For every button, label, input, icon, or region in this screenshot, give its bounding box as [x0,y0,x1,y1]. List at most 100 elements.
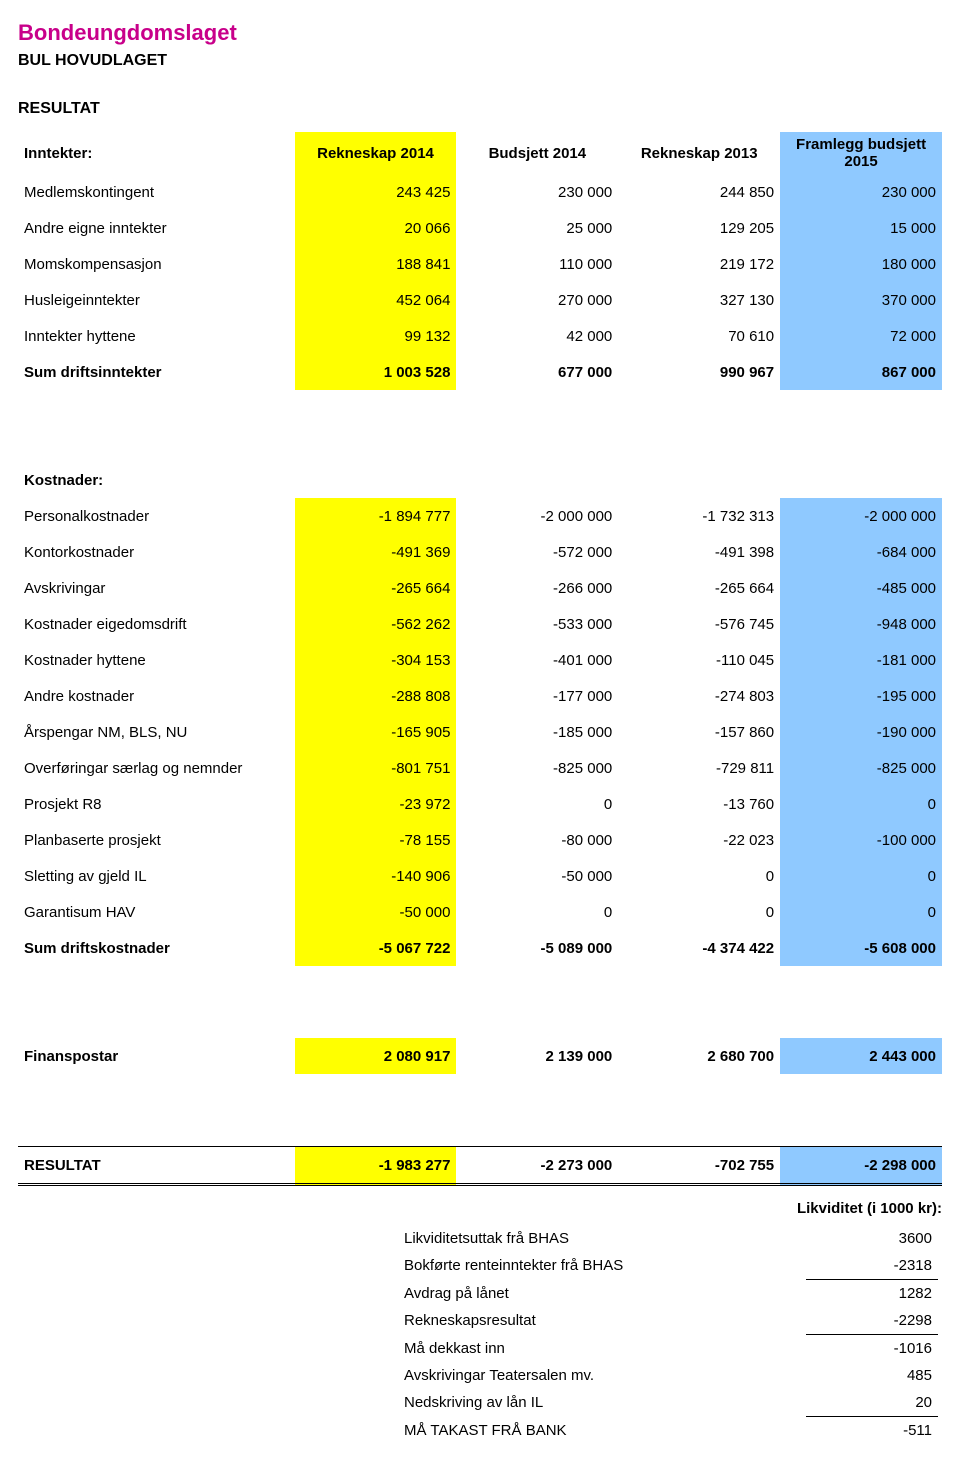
row-value: -1 732 313 [618,498,780,534]
likviditet-row-value: 485 [806,1362,938,1389]
row-value: -801 751 [295,750,457,786]
likviditet-row-value: -1016 [806,1335,938,1363]
kostnader-heading: Kostnader: [18,462,942,498]
row-value: -274 803 [618,678,780,714]
row-value: -165 905 [295,714,457,750]
resultat-label: RESULTAT [18,1147,295,1185]
row-value: -485 000 [780,570,942,606]
row-value: -288 808 [295,678,457,714]
likviditet-row-label: Likviditetsuttak frå BHAS [398,1225,806,1252]
likviditet-row-value: 20 [806,1389,938,1417]
row-value: -5 608 000 [780,930,942,966]
likviditet-row-label: MÅ TAKAST FRÅ BANK [398,1417,806,1445]
inntekt-row-label: Husleigeinntekter [18,282,295,318]
likviditet-row-value: 3600 [806,1225,938,1252]
row-value: -181 000 [780,642,942,678]
row-value: -825 000 [780,750,942,786]
likviditet-row-label: Bokførte renteinntekter frå BHAS [398,1252,806,1280]
row-value: -50 000 [295,894,457,930]
row-value: -100 000 [780,822,942,858]
inntekt-row-label: Momskompensasjon [18,246,295,282]
kostnad-row-label: Overføringar særlag og nemnder [18,750,295,786]
row-value: -1 894 777 [295,498,457,534]
row-value: 230 000 [456,174,618,210]
row-value: 129 205 [618,210,780,246]
row-value: -177 000 [456,678,618,714]
kostnad-row-label: Kontorkostnader [18,534,295,570]
row-value: 72 000 [780,318,942,354]
row-value: 990 967 [618,354,780,390]
row-value: 20 066 [295,210,457,246]
row-value: 0 [618,858,780,894]
finanspostar-label: Finanspostar [18,1038,295,1074]
row-value: 867 000 [780,354,942,390]
row-value: 0 [618,894,780,930]
row-value: 452 064 [295,282,457,318]
row-value: 244 850 [618,174,780,210]
row-value: -2 000 000 [780,498,942,534]
sum-driftskostnader-label: Sum driftskostnader [18,930,295,966]
kostnad-row-label: Planbaserte prosjekt [18,822,295,858]
row-value: -110 045 [618,642,780,678]
org-subtitle: BUL HOVUDLAGET [18,52,942,70]
row-value: -50 000 [456,858,618,894]
likviditet-title: Likviditet (i 1000 kr): [18,1200,942,1217]
row-value: 0 [780,858,942,894]
likviditet-row-label: Må dekkast inn [398,1335,806,1363]
row-value: 99 132 [295,318,457,354]
row-value: 2 080 917 [295,1038,457,1074]
row-value: -491 369 [295,534,457,570]
row-value: -13 760 [618,786,780,822]
sum-driftsinntekter-label: Sum driftsinntekter [18,354,295,390]
kostnad-row-label: Årspengar NM, BLS, NU [18,714,295,750]
kostnad-row-label: Kostnader eigedomsdrift [18,606,295,642]
row-value: -80 000 [456,822,618,858]
row-value: -4 374 422 [618,930,780,966]
row-value: 180 000 [780,246,942,282]
row-value: 42 000 [456,318,618,354]
row-value: -78 155 [295,822,457,858]
inntekt-row-label: Andre eigne inntekter [18,210,295,246]
row-value: 270 000 [456,282,618,318]
row-value: -157 860 [618,714,780,750]
row-value: -266 000 [456,570,618,606]
row-value: 0 [780,786,942,822]
row-value: -2 000 000 [456,498,618,534]
row-value: -2 273 000 [456,1147,618,1185]
row-value: 0 [780,894,942,930]
row-value: -5 089 000 [456,930,618,966]
row-value: -825 000 [456,750,618,786]
row-value: -185 000 [456,714,618,750]
kostnad-row-label: Prosjekt R8 [18,786,295,822]
row-value: 2 139 000 [456,1038,618,1074]
likviditet-row-label: Nedskriving av lån IL [398,1389,806,1417]
likviditet-row-label: Rekneskapsresultat [398,1307,806,1335]
financial-table: Inntekter:Rekneskap 2014Budsjett 2014Rek… [18,132,942,1186]
kostnad-row-label: Avskrivingar [18,570,295,606]
row-value: 0 [456,894,618,930]
row-value: 2 680 700 [618,1038,780,1074]
row-value: -195 000 [780,678,942,714]
row-value: -491 398 [618,534,780,570]
row-value: -948 000 [780,606,942,642]
row-value: -562 262 [295,606,457,642]
kostnad-row-label: Garantisum HAV [18,894,295,930]
likviditet-row-value: -2298 [806,1307,938,1335]
kostnad-row-label: Kostnader hyttene [18,642,295,678]
column-header: Budsjett 2014 [456,132,618,174]
row-value: -265 664 [295,570,457,606]
row-value: 2 443 000 [780,1038,942,1074]
row-value: -572 000 [456,534,618,570]
row-value: -140 906 [295,858,457,894]
row-value: -684 000 [780,534,942,570]
row-value: 25 000 [456,210,618,246]
row-value: 0 [456,786,618,822]
row-value: -401 000 [456,642,618,678]
kostnad-row-label: Personalkostnader [18,498,295,534]
row-value: 70 610 [618,318,780,354]
row-value: -533 000 [456,606,618,642]
row-value: 219 172 [618,246,780,282]
row-value: 243 425 [295,174,457,210]
row-value: -190 000 [780,714,942,750]
row-value: 15 000 [780,210,942,246]
